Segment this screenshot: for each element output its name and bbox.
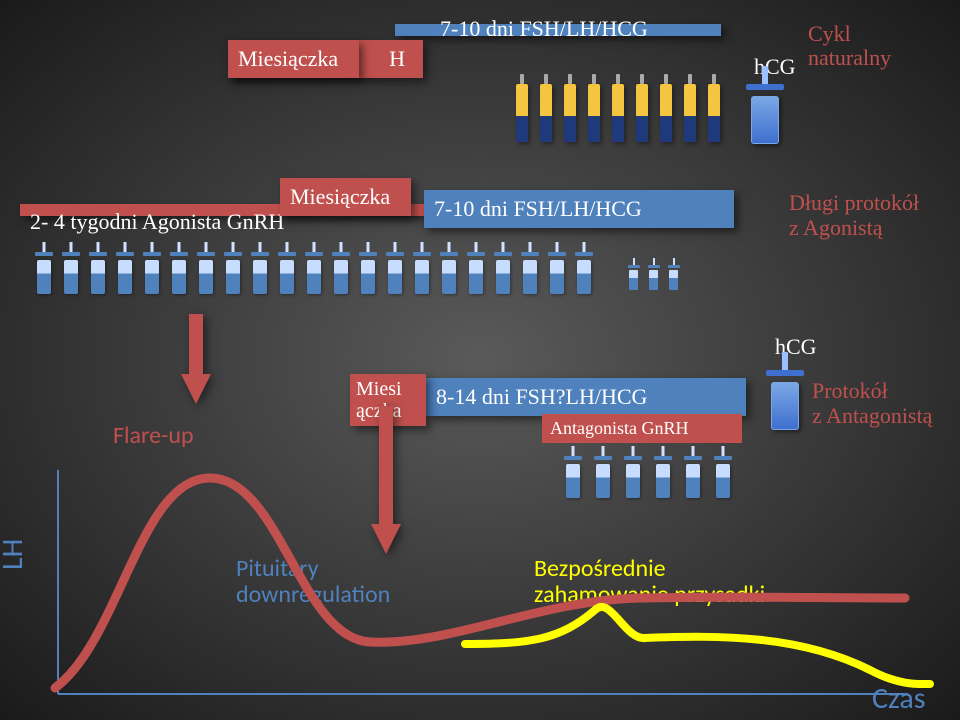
row2-title-l2: z Agonistą [789,215,919,240]
syringe-icon [386,242,404,294]
syringe-icon [521,242,539,294]
row2-title-l1: Długi protokół [789,190,919,215]
syringe-icon [624,446,642,498]
row1-trigger [744,72,786,144]
syringe-icon [278,242,296,294]
syringe-icon [548,242,566,294]
arrow-flareup [181,314,211,406]
pen-icon [684,84,696,142]
bez-label: Bezpośrednie zahamowanie przysadki [534,556,765,609]
row3-title: Protokół z Antagonistą [812,378,932,429]
pen-icon [588,84,600,142]
pen-icon [636,84,648,142]
pen-icon [516,84,528,142]
row3-trigger [764,358,806,430]
syringe-icon [714,446,732,498]
arrow-pituitary [371,406,401,556]
syringe-icon [684,446,702,498]
row3-title-l1: Protokół [812,378,932,403]
pen-icon [612,84,624,142]
row3-antagonist-bar: Antagonista GnRH [542,414,742,443]
pituitary-label: Pituitarydownregulation [236,556,390,609]
pen-icon [564,84,576,142]
syringe-icon [197,242,215,294]
syringe-icon [332,242,350,294]
syringe-tiny-icon [628,258,640,290]
flareup-label: Flare-up [113,421,194,450]
mies-suffix: H [389,46,413,72]
row1-fsh-label: 7-10 dni FSH/LH/HCG [440,16,648,42]
syringe-icon [654,446,672,498]
row3-fsh-label: 8-14 dni FSH?LH/HCG [436,384,647,409]
syringe-icon [89,242,107,294]
syringe-icon [440,242,458,294]
syringe-icon [413,242,431,294]
row3-fsh-bar: 8-14 dni FSH?LH/HCG [426,378,746,416]
syringe-icon [305,242,323,294]
row1-title: Cyklnaturalny [808,22,891,70]
syringe-icon [564,446,582,498]
syringe-tiny-icon [668,258,680,290]
syringe-icon [170,242,188,294]
syringe-tiny-icon [648,258,660,290]
row1-mies-bar: Miesiączka [228,40,359,78]
syringe-icon [494,242,512,294]
row2-title: Długi protokół z Agonistą [789,190,919,241]
row3-title-l2: z Antagonistą [812,403,932,428]
syringe-icon [359,242,377,294]
syringe-icon [594,446,612,498]
syringe-icon [35,242,53,294]
pen-icon [540,84,552,142]
row2-fsh-label: 7-10 dni FSH/LH/HCG [434,196,642,221]
row2-fsh-bar: 7-10 dni FSH/LH/HCG [424,190,734,228]
svg-text:LH: LH [0,539,31,570]
row2-syringes [35,242,593,294]
row2-agonist-label: 2- 4 tygodni Agonista GnRH [30,209,284,235]
row2-tiny [628,258,680,290]
pen-icon [708,84,720,142]
row2-mies-bar: Miesiączka [280,178,411,216]
syringe-icon [62,242,80,294]
syringe-icon [224,242,242,294]
syringe-icon [143,242,161,294]
x-axis-label: Czas [872,680,925,717]
chart-svg: LH [0,0,960,720]
pen-icon [660,84,672,142]
syringe-icon [251,242,269,294]
syringe-icon [575,242,593,294]
row1-pens [516,84,720,142]
syringe-icon [116,242,134,294]
syringe-icon [467,242,485,294]
row3-syringes [564,446,732,498]
